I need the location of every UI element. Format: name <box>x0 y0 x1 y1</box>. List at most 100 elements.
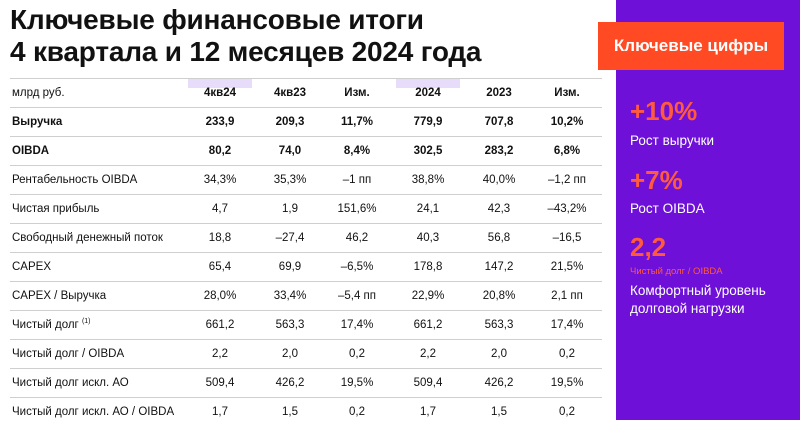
divider <box>10 339 602 340</box>
table-cell: 34,3% <box>203 173 237 186</box>
row-label-text: Чистый долг искл. АО / OIBDA <box>12 405 175 418</box>
table-cell: 28,0% <box>203 289 237 302</box>
table-row: Чистый долг искл. АО / OIBDA 1,7 1,5 0,2 1,7… <box>10 397 602 426</box>
table-cell: –16,5 <box>552 231 582 244</box>
table-cell: 707,8 <box>484 115 514 128</box>
table-cell: 19,5% <box>340 376 374 389</box>
table-row: CAPEX 65,4 69,9 –6,5% 178,8 147,2 21,5% <box>10 252 602 281</box>
divider <box>10 107 602 108</box>
column-header: Изм. <box>554 86 580 99</box>
table-cell: 0,2 <box>559 405 575 418</box>
table-cell: 38,8% <box>411 173 445 186</box>
revenue-growth-label: Рост выручки <box>630 133 715 148</box>
unit-label: млрд руб. <box>12 86 65 99</box>
table-row: CAPEX / Выручка 28,0% 33,4% –5,4 пп 22,9% 20,… <box>10 281 602 310</box>
table-cell: 209,3 <box>275 115 305 128</box>
table-row: Чистый долг / OIBDA 2,2 2,0 0,2 2,2 2,0 0,2 <box>10 339 602 368</box>
table-cell: 509,4 <box>205 376 235 389</box>
key-figures-panel <box>616 0 800 420</box>
divider <box>10 252 602 253</box>
debt-load-line: долговой нагрузки <box>630 301 745 316</box>
table-cell: –1 пп <box>342 173 372 186</box>
row-label-text: Свободный денежный поток <box>12 231 163 244</box>
row-label-text: Рентабельность OIBDA <box>12 173 138 186</box>
divider <box>10 281 602 282</box>
table-cell: 283,2 <box>484 144 514 157</box>
page-title: Ключевые финансовые итоги 4 квартала и 1… <box>10 4 482 68</box>
table-cell: 779,9 <box>413 115 443 128</box>
column-header: 4кв24 <box>203 86 236 99</box>
divider <box>10 310 602 311</box>
row-label-text: Чистая прибыль <box>12 202 100 215</box>
table-row: Рентабельность OIBDA 34,3% 35,3% –1 пп 38,8%… <box>10 165 602 194</box>
row-label-text: Чистый долг <box>12 318 79 331</box>
table-cell: 69,9 <box>278 260 302 273</box>
table-cell: 563,3 <box>275 318 305 331</box>
table-cell: 147,2 <box>484 260 514 273</box>
table-cell: 40,3 <box>416 231 440 244</box>
table-cell: 661,2 <box>205 318 235 331</box>
table-cell: 2,0 <box>491 347 507 360</box>
table-cell: 42,3 <box>487 202 511 215</box>
table-cell: 46,2 <box>345 231 369 244</box>
table-cell: –43,2% <box>547 202 587 215</box>
table-cell: 20,8% <box>482 289 516 302</box>
divider <box>10 194 602 195</box>
table-cell: 302,5 <box>413 144 443 157</box>
table-cell: 21,5% <box>550 260 584 273</box>
table-cell: –27,4 <box>275 231 305 244</box>
row-label: Чистый долг искл. АО / OIBDA <box>12 406 174 418</box>
table-row: Свободный денежный поток 18,8 –27,4 46,2 40,… <box>10 223 602 252</box>
row-label: OIBDA <box>12 145 49 157</box>
divider <box>10 78 602 79</box>
table-cell: 2,1 пп <box>551 289 583 302</box>
table-cell: 56,8 <box>487 231 511 244</box>
table-cell: 8,4% <box>343 144 371 157</box>
column-header: Изм. <box>344 86 370 99</box>
table-cell: 80,2 <box>208 144 232 157</box>
table-cell: 1,5 <box>491 405 507 418</box>
table-cell: 1,7 <box>212 405 228 418</box>
net-debt-oibda-value: 2,2 <box>630 232 667 262</box>
table-cell: –1,2 пп <box>547 173 587 186</box>
table-cell: 22,9% <box>411 289 445 302</box>
table-cell: 11,7% <box>341 115 373 128</box>
row-label: Выручка <box>12 116 62 128</box>
table-cell: –5,4 пп <box>337 289 377 302</box>
table-cell: 18,8 <box>208 231 232 244</box>
divider <box>10 368 602 369</box>
row-label-text: Выручка <box>12 115 63 128</box>
table-cell: 1,5 <box>282 405 298 418</box>
table-row: OIBDA 80,2 74,0 8,4% 302,5 283,2 6,8% <box>10 136 602 165</box>
table-row: Чистая прибыль 4,7 1,9 151,6% 24,1 42,3 –43,2% <box>10 194 602 223</box>
oibda-growth-label: Рост OIBDA <box>630 201 705 216</box>
row-label-text: CAPEX <box>12 260 51 273</box>
row-label-text: Чистый долг искл. АО <box>12 376 129 389</box>
row-label: CAPEX <box>12 261 51 273</box>
table-cell: 2,0 <box>282 347 298 360</box>
column-header: 2024 <box>415 86 441 99</box>
table-cell: 151,6% <box>337 202 377 215</box>
table-row: Выручка 233,9 209,3 11,7% 779,9 707,8 10,2% <box>10 107 602 136</box>
row-label: Рентабельность OIBDA <box>12 174 137 186</box>
table-cell: 17,4% <box>340 318 374 331</box>
row-label: CAPEX / Выручка <box>12 290 106 302</box>
table-row: Чистый долг искл. АО 509,4 426,2 19,5% 509,4… <box>10 368 602 397</box>
table-cell: 0,2 <box>559 347 575 360</box>
table-row: Чистый долг (1) 661,2 563,3 17,4% 661,2 563,3… <box>10 310 602 339</box>
table-cell: 2,2 <box>212 347 228 360</box>
table-header-row: млрд руб. 4кв24 4кв23 Изм. 2024 2023 Изм. <box>10 78 602 107</box>
table-cell: 233,9 <box>205 115 235 128</box>
row-label-text: Чистый долг / OIBDA <box>12 347 125 360</box>
table-cell: 0,2 <box>349 347 365 360</box>
title-line-2: 4 квартала и 12 месяцев 2024 года <box>10 36 482 67</box>
net-debt-oibda-caption: Чистый долг / OIBDA <box>630 266 723 277</box>
table-cell: 33,4% <box>273 289 307 302</box>
table-cell: 426,2 <box>484 376 514 389</box>
highlight-column-4q24 <box>188 78 252 88</box>
highlight-column-2024 <box>396 78 460 88</box>
table-cell: 17,4% <box>550 318 584 331</box>
table-cell: –6,5% <box>340 260 374 273</box>
column-header: 4кв23 <box>273 86 306 99</box>
row-label: Свободный денежный поток <box>12 232 163 244</box>
